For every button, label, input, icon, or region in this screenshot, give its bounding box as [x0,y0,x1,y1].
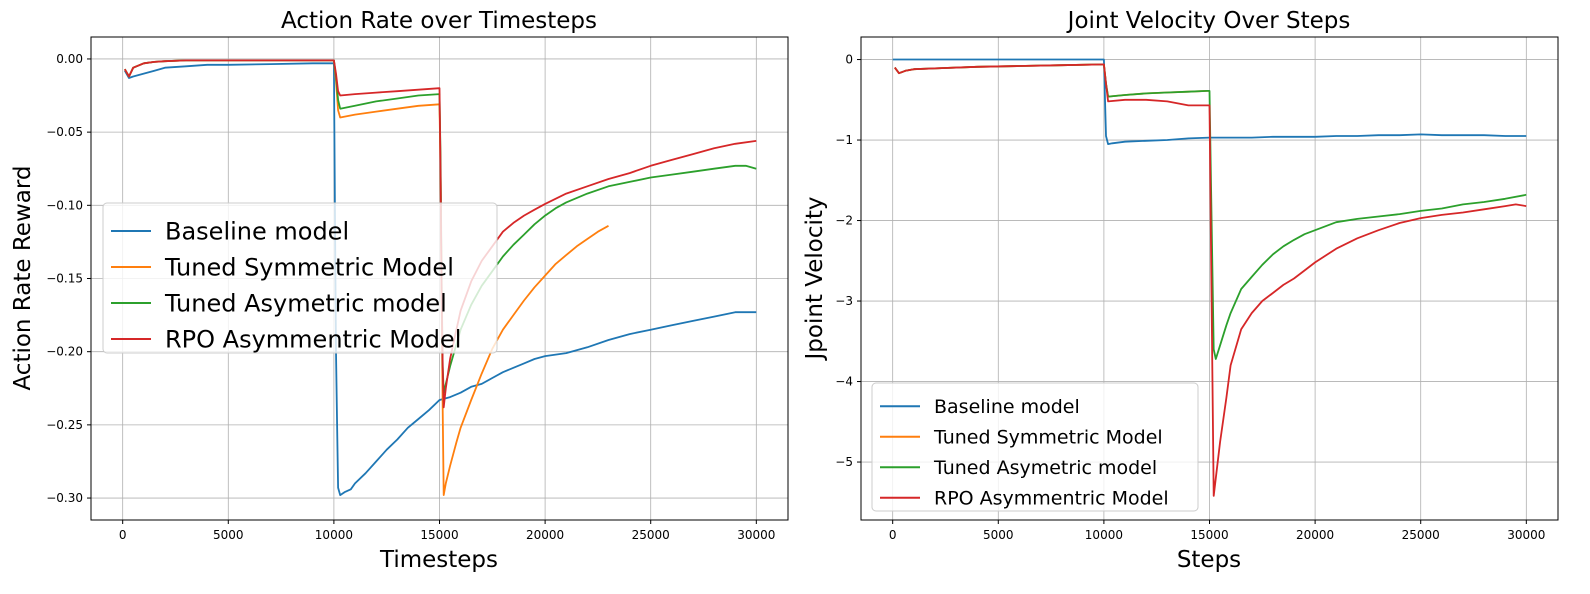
x-tick-label: 25000 [632,528,670,542]
x-tick-label: 10000 [315,528,353,542]
y-tick-label: −0.15 [46,272,83,286]
x-tick-label: 30000 [737,528,775,542]
series-group [892,58,1527,497]
series-line [894,63,1527,497]
series-line [894,63,1210,98]
y-tick-label: −3 [835,294,853,308]
chart-action-rate: Action Rate over Timesteps Timesteps Act… [10,8,789,573]
y-axis-label: Jpoint Velocity [802,197,828,362]
y-tick-label: −2 [835,214,853,228]
x-tick-label: 15000 [420,528,458,542]
legend-label: Tuned Symmetric Model [164,254,454,282]
legend-label: Baseline model [934,396,1080,418]
x-tick-label: 10000 [1085,528,1123,542]
legend-label: Tuned Asymetric model [164,290,447,318]
legend-label: Tuned Asymetric model [933,457,1157,479]
chart-title: Joint Velocity Over Steps [1066,8,1351,34]
y-tick-label: −5 [835,455,853,469]
chart-title: Action Rate over Timesteps [281,8,597,34]
y-axis-label: Action Rate Reward [10,165,36,390]
legend: Baseline model Tuned Symmetric Model Tuned… [871,382,1199,512]
x-tick-label: 20000 [526,528,564,542]
series-line [124,59,757,409]
chart-joint-velocity: Joint Velocity Over Steps Steps Jpoint V… [802,8,1559,573]
x-tick-label: 5000 [213,528,244,542]
y-tick-label: 0 [845,53,853,67]
x-axis-label: Steps [1177,547,1241,573]
y-tick-label: −1 [835,133,853,147]
x-tick-label: 5000 [983,528,1014,542]
x-tick-label: 25000 [1402,528,1440,542]
x-axis-label: Timesteps [379,547,498,573]
legend-label: Baseline model [165,218,349,246]
legend-box [102,202,498,354]
legend-label: RPO Asymmentric Model [165,326,461,354]
series-line [124,62,757,497]
y-tick-label: −0.10 [46,198,83,212]
x-tick-label: 15000 [1190,528,1228,542]
y-tick-label: −0.25 [46,418,83,432]
series-line [892,58,1527,146]
y-tick-label: 0.00 [56,52,83,66]
y-tick-label: −0.20 [46,345,83,359]
x-tick-label: 0 [889,528,897,542]
x-tick-label: 0 [119,528,127,542]
legend-label: RPO Asymmentric Model [934,488,1169,510]
legend-label: Tuned Symmetric Model [933,427,1163,449]
y-tick-label: −0.05 [46,125,83,139]
y-tick-label: −4 [835,375,853,389]
x-tick-label: 30000 [1507,528,1545,542]
x-tick-label: 20000 [1296,528,1334,542]
y-tick-label: −0.30 [46,491,83,505]
legend: Baseline model Tuned Symmetric Model Tuned… [102,202,498,354]
legend-box [871,382,1199,512]
